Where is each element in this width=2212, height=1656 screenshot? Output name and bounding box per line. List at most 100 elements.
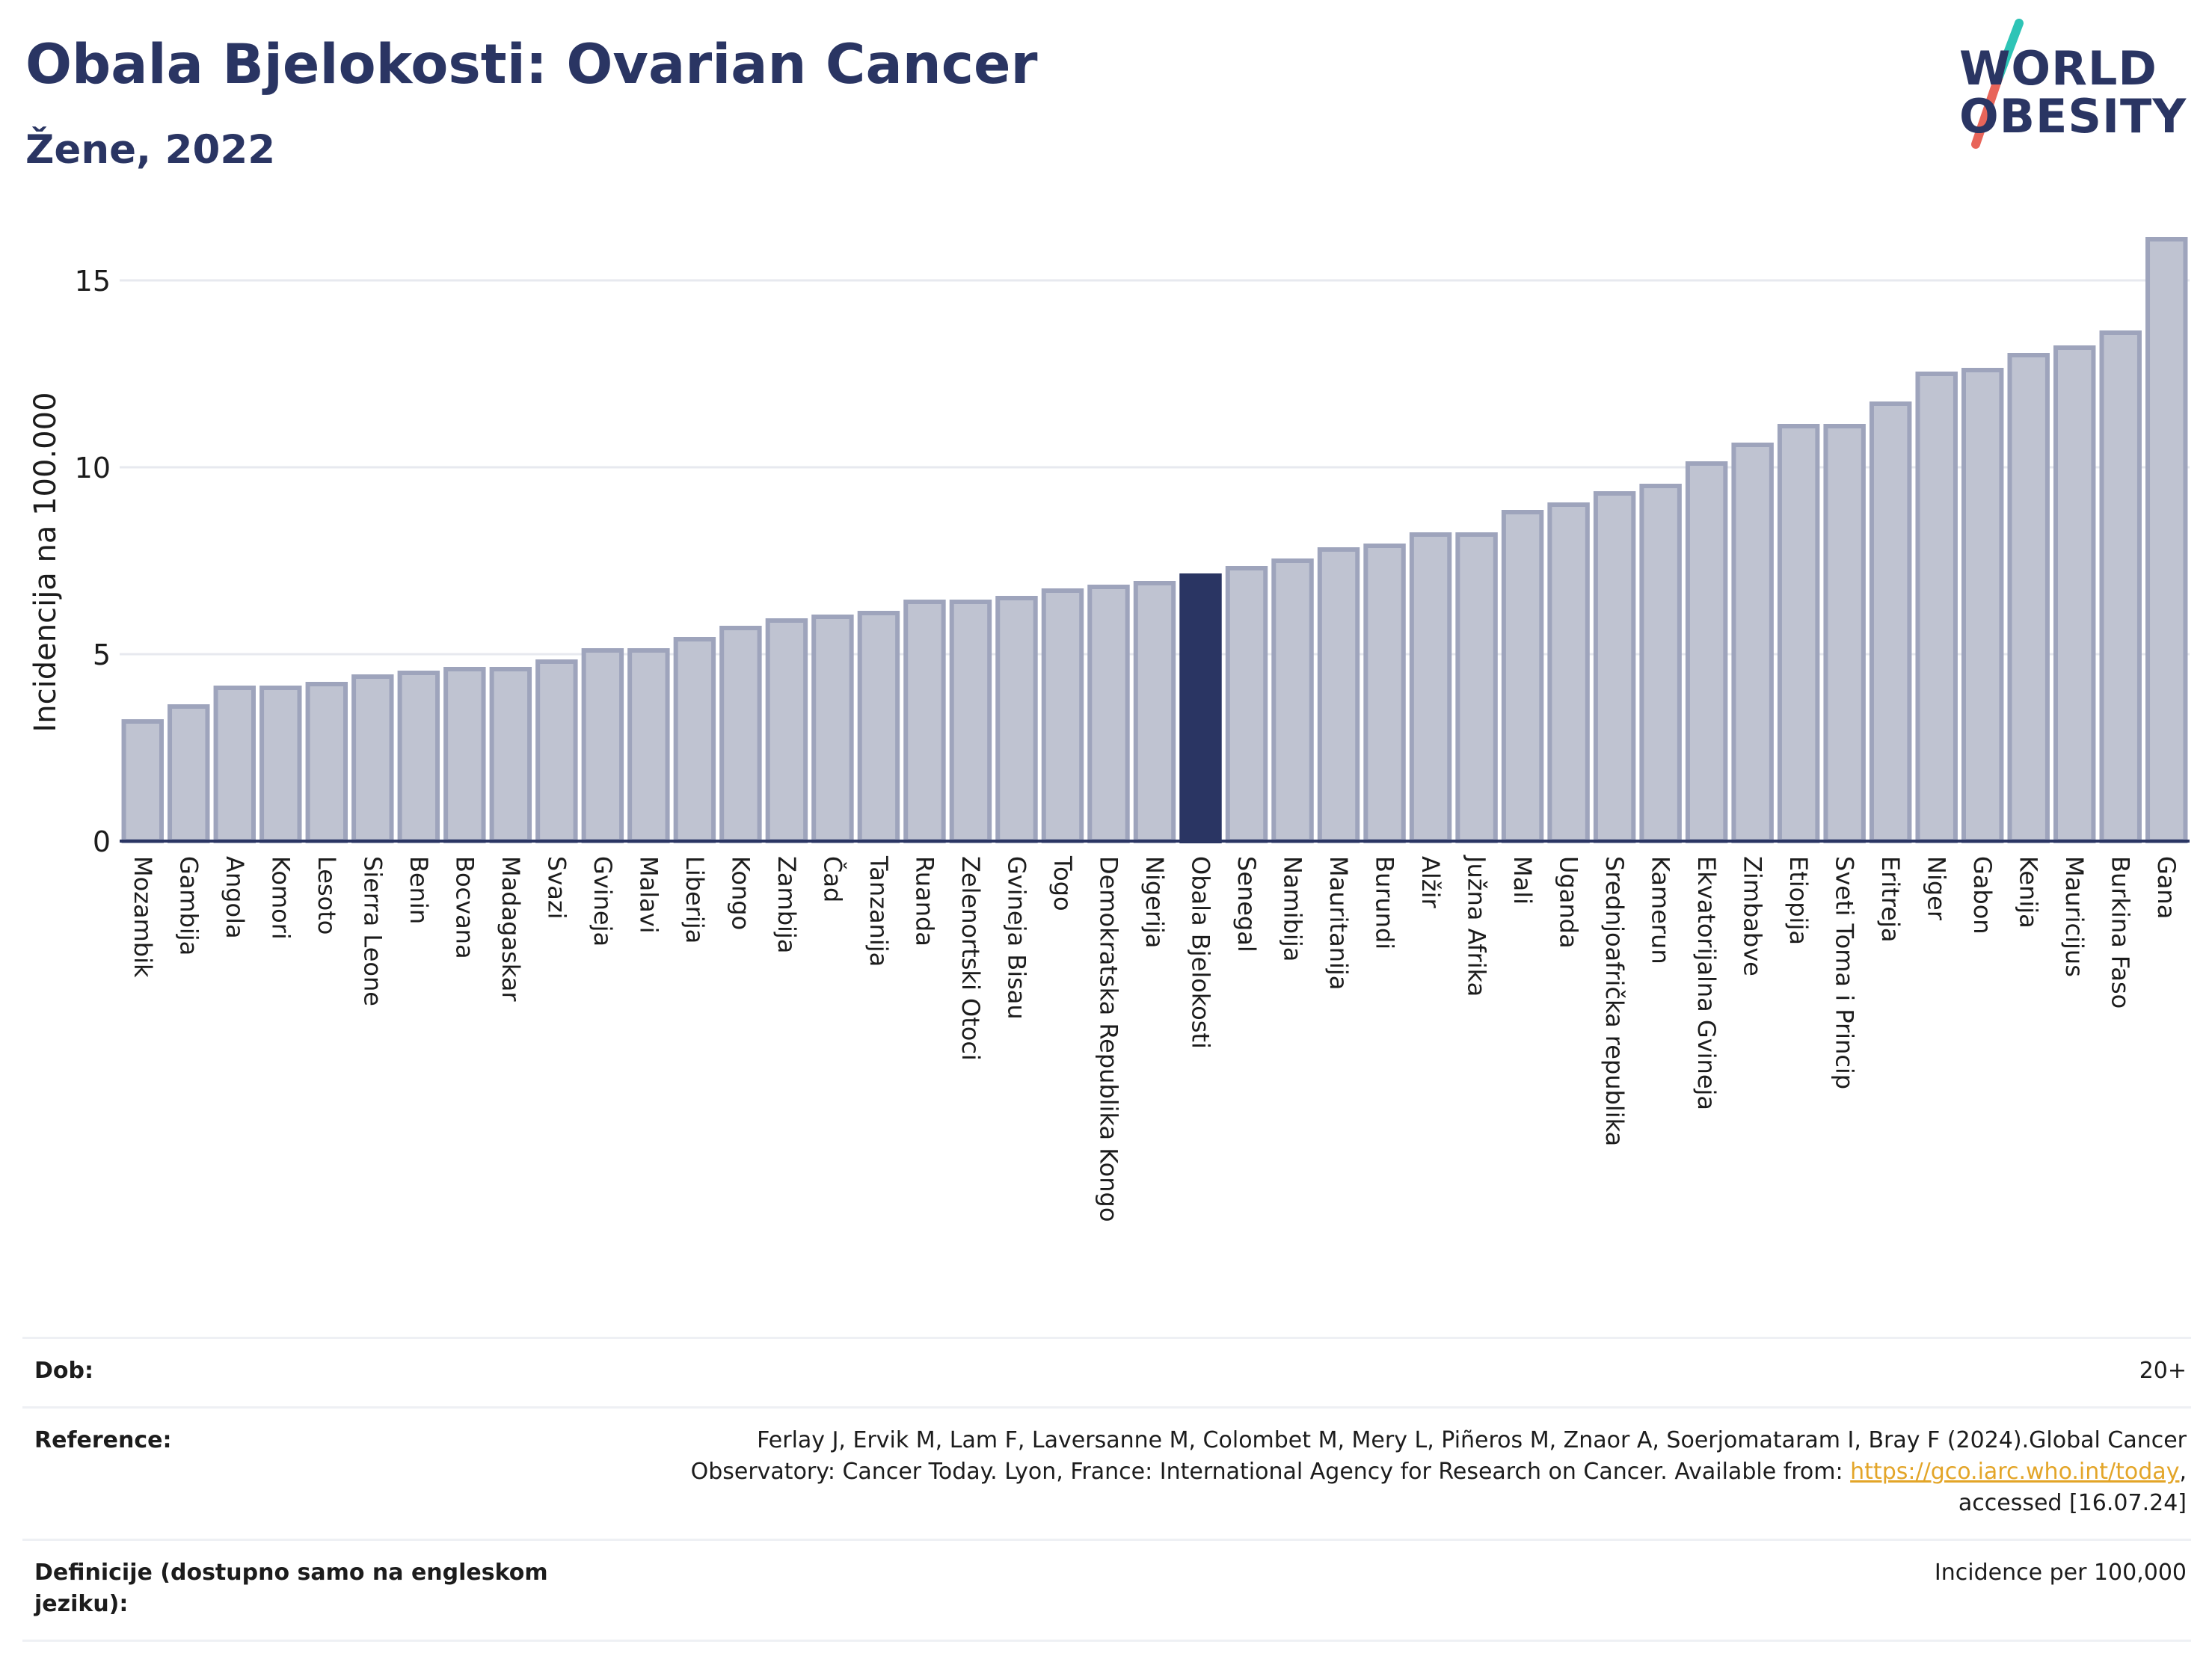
x-tick-label: Kenija [2015,856,2043,929]
x-tick-label: Kamerun [1647,856,1675,964]
bar-31 [1547,502,1590,843]
x-tick-label: Sveti Toma i Princip [1831,856,1859,1089]
bar-42 [2053,345,2096,843]
x-tick-label: Benin [405,856,433,924]
x-tick-label: Lesoto [313,856,341,935]
definitions-label: Definicije (dostupno samo na engleskom j… [34,1560,548,1617]
x-tick-label: Togo [1048,855,1077,911]
bar-43 [2099,330,2142,843]
bar-13 [719,626,762,843]
bar-5 [351,674,394,843]
reference-accessed: , accessed [16.07.24] [1958,1459,2187,1516]
bar-10 [581,648,624,843]
x-tick-label: Madagaskar [497,856,525,1002]
bar-0 [121,719,164,843]
x-tick-label: Ekvatorijalna Gvineja [1692,856,1721,1110]
x-tick-label: Uganda [1555,856,1583,949]
bar-6 [397,671,440,843]
reference-value: Ferlay J, Ervik M, Lam F, Laversanne M, … [616,1425,2187,1519]
x-tick-label: Čad [818,856,847,902]
y-axis-title: Incidencija na 100.000 [28,392,63,732]
reference-link[interactable]: https://gco.iarc.who.int/today [1850,1459,2180,1485]
bar-2 [213,686,256,843]
x-tick-label: Liberija [681,856,709,944]
x-tick-label: Kongo [726,856,755,930]
x-tick-label: Bocvana [450,856,479,959]
bar-15 [811,615,854,843]
bar-18 [949,600,992,843]
bar-37 [1823,424,1866,843]
x-tick-label: Južna Afrika [1463,855,1491,997]
x-tick-label: Mauritanija [1324,856,1353,990]
bar-34 [1685,461,1728,843]
x-tick-label: Komori [266,856,295,940]
y-tick-label: 10 [75,452,111,484]
x-tick-label: Mozambik [129,856,157,978]
x-tick-label: Zelenortski Otoci [956,856,985,1061]
bar-22 [1133,581,1176,843]
x-tick-label: Mali [1508,856,1537,905]
bar-4 [305,682,348,843]
y-tick-label: 15 [75,265,111,298]
bar-20 [1041,588,1084,843]
age-label: Dob: [34,1358,93,1384]
y-tick-labels: 0 5 10 15 [75,265,111,858]
logo-slash-icon [1971,19,2024,149]
footer-table: Dob: 20+ Reference: Ferlay J, Ervik M, L… [22,1337,2191,1642]
x-tick-label: Malavi [634,856,663,934]
age-value: 20+ [2139,1358,2187,1384]
x-tick-label: Gabon [1968,856,1997,935]
x-tick-label: Namibija [1279,856,1307,961]
bar-24 [1225,566,1268,843]
x-tick-label: Tanzanija [864,855,893,967]
bars [120,237,2190,843]
x-tick-label: Demokratska Republika Kongo [1094,856,1122,1222]
y-tick-label: 0 [93,825,111,858]
bar-26 [1317,547,1360,843]
x-tick-label: Sierra Leone [358,856,387,1006]
bar-chart: Mozambik Gambija Angola Komori Lesoto Sierra … [28,237,2190,1222]
bar-8 [489,667,532,843]
bar-19 [995,596,1038,843]
x-tick-label: Gambija [174,856,203,955]
x-tick-label: Burundi [1371,856,1399,949]
bar-38 [1869,401,1912,843]
x-tick-label: Zambija [772,856,801,953]
x-tick-label: Angola [221,856,249,939]
bar-32 [1593,491,1636,843]
y-tick-label: 5 [93,638,111,671]
bar-35 [1731,443,1774,843]
logo-text-world: WORLD [1959,41,2157,96]
chart-subtitle: Žene, 2022 [25,127,276,173]
reference-text: Ferlay J, Ervik M, Lam F, Laversanne M, … [690,1427,2187,1485]
x-tick-label: Burkina Faso [2107,856,2135,1009]
bar-25 [1271,558,1314,843]
x-tick-label: Obala Bjelokosti [1187,856,1215,1049]
definitions-value: Incidence per 100,000 [1934,1560,2187,1586]
logo-text-obesity: OBESITY [1959,89,2187,144]
x-tick-label: Ruanda [910,856,938,946]
bar-23 [1179,573,1222,843]
footer-row-definitions: Definicije (dostupno samo na engleskom j… [22,1539,2191,1642]
bar-7 [443,667,486,843]
x-tick-label: Gana [2152,856,2181,919]
x-tick-label: Gvineja [589,856,617,946]
x-tick-label: Senegal [1232,856,1261,952]
bar-14 [765,618,808,843]
bar-36 [1777,424,1820,843]
x-tick-label: Svazi [542,856,571,920]
bar-40 [1961,368,2004,843]
bar-11 [627,648,670,843]
x-tick-labels: Mozambik Gambija Angola Komori Lesoto Sierra … [129,855,2181,1222]
bar-9 [535,659,578,843]
bar-30 [1501,510,1544,843]
x-tick-label: Gvineja Bisau [1002,856,1030,1020]
bar-21 [1087,585,1130,843]
bar-16 [857,611,900,843]
world-obesity-logo: WORLD OBESITY [1929,19,2199,157]
bar-27 [1363,544,1406,843]
bar-29 [1455,532,1498,843]
x-tick-label: Alžir [1416,856,1445,908]
bar-3 [259,686,302,843]
chart-title: Obala Bjelokosti: Ovarian Cancer [25,33,1038,96]
